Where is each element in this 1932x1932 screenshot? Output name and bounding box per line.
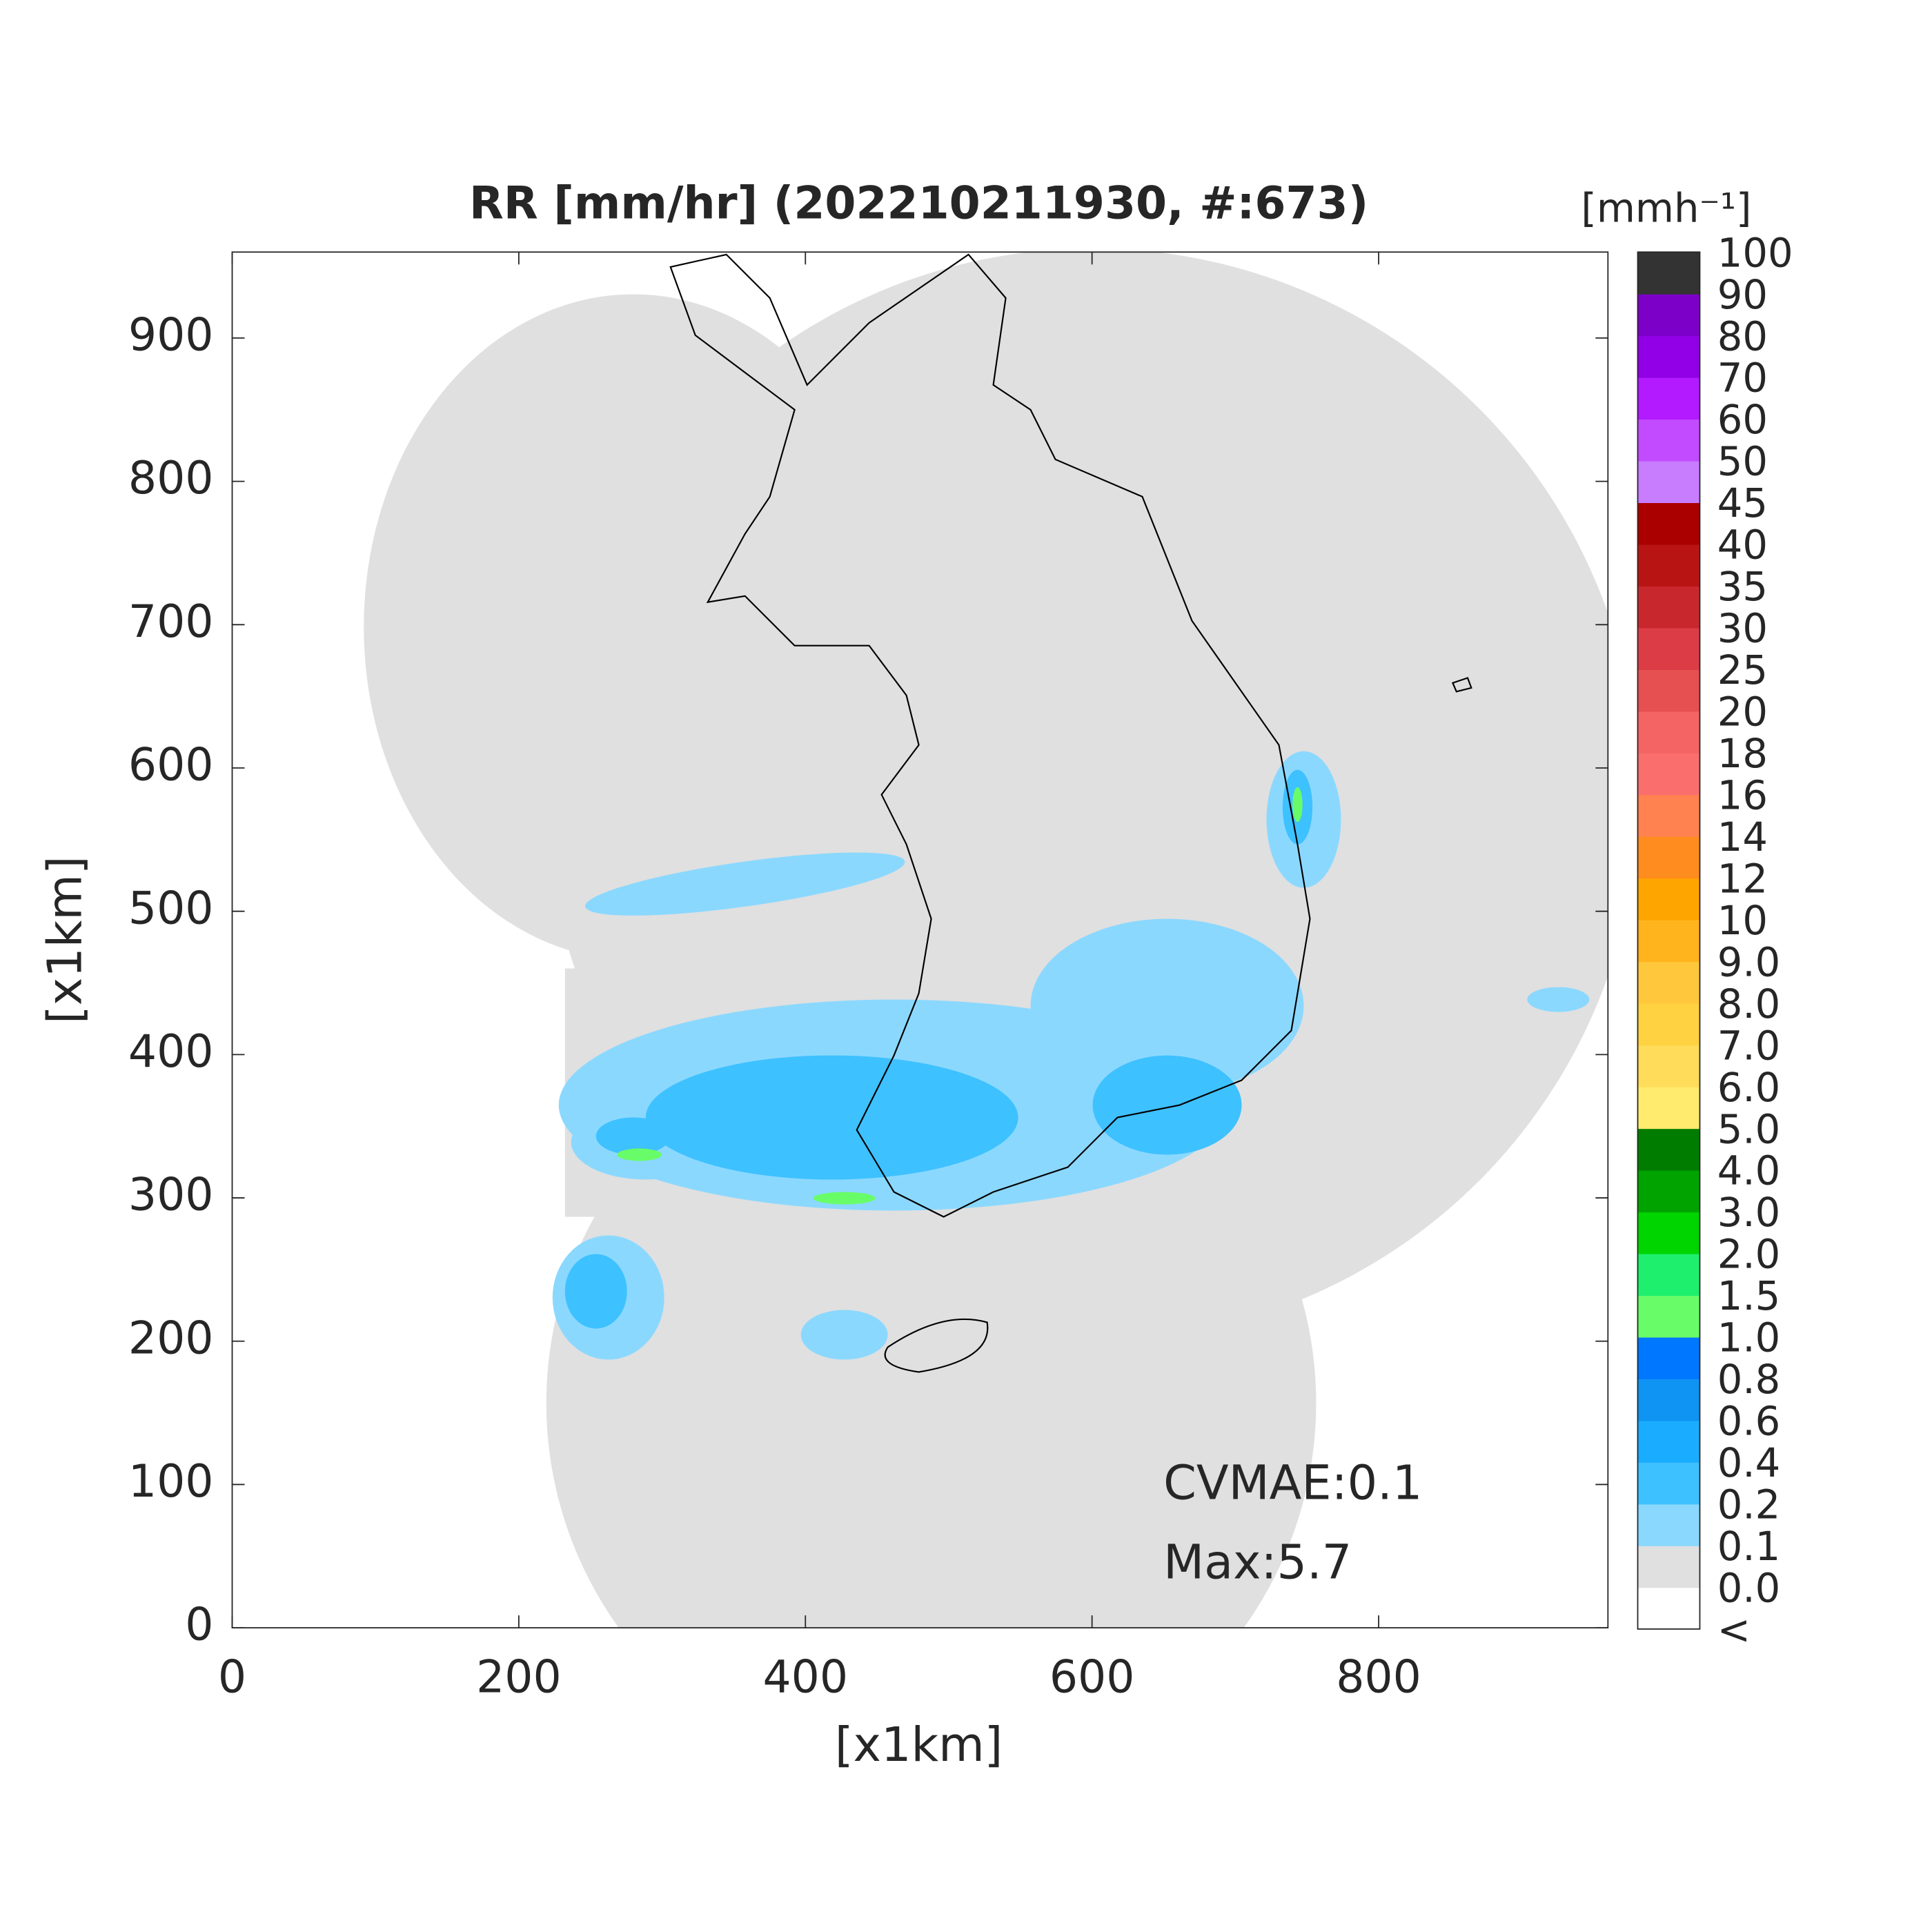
x-tick-label: 200 [476,1651,562,1703]
colorbar-bin [1637,1212,1700,1254]
colorbar-bin [1637,419,1700,462]
colorbar-label: 14 [1717,814,1768,860]
colorbar-bin [1637,502,1700,545]
colorbar-label: < [1717,1607,1751,1653]
colorbar-label: 5.0 [1717,1106,1781,1152]
colorbar-label: 12 [1717,856,1768,902]
colorbar-bin [1637,1295,1700,1338]
colorbar-bin [1637,1462,1700,1505]
colorbar-bin [1637,586,1700,629]
chart-title: RR [mm/hr] (202210211930, #:673) [469,177,1368,229]
colorbar-label: 1.5 [1717,1273,1781,1319]
colorbar-bin [1637,1420,1700,1463]
colorbar-label: 25 [1717,647,1768,693]
colorbar-bin [1637,1337,1700,1379]
colorbar-label: 6.0 [1717,1065,1781,1111]
colorbar-bin [1637,1128,1700,1171]
y-tick-label: 300 [128,1170,214,1221]
colorbar-title: [mmh⁻¹] [1581,186,1751,232]
y-tick-label: 600 [128,740,214,791]
colorbar-label: 35 [1717,564,1768,610]
colorbar-bin [1637,1003,1700,1046]
colorbar-label: 0.1 [1717,1524,1781,1570]
y-tick-label: 100 [128,1456,214,1508]
colorbar-frame [1637,251,1701,1630]
radar-field [364,252,1608,1628]
colorbar-bin [1637,1170,1700,1213]
x-tick-label: 800 [1336,1651,1421,1703]
y-axis-label: [x1km] [39,856,93,1024]
colorbar-bin [1637,1504,1700,1546]
y-tick-label: 500 [128,883,214,934]
colorbar-bin [1637,752,1700,796]
colorbar-label: 100 [1717,230,1793,276]
colorbar-label: 50 [1717,439,1768,485]
colorbar-bin [1637,335,1700,378]
y-tick-label: 0 [185,1599,213,1651]
colorbar-label: 0.6 [1717,1399,1781,1445]
colorbar-label: 4.0 [1717,1148,1781,1194]
colorbar-bin [1637,1587,1700,1630]
colorbar-label: 80 [1717,313,1768,359]
colorbar-bin [1637,836,1700,879]
x-tick-label: 600 [1049,1651,1135,1703]
colorbar-label: 0.4 [1717,1440,1781,1486]
y-tick-label: 400 [128,1026,214,1078]
colorbar-bin [1637,627,1700,670]
colorbar-bin [1637,878,1700,920]
annotation: CVMAE:0.1 [1163,1457,1422,1511]
colorbar-bin [1637,460,1700,504]
x-tick-label: 0 [218,1651,246,1703]
colorbar-bin [1637,919,1700,963]
colorbar-label: 3.0 [1717,1190,1781,1236]
colorbar-bin [1637,544,1700,586]
colorbar-bin [1637,961,1700,1004]
colorbar-label: 20 [1717,689,1768,736]
colorbar-label: 7.0 [1717,1023,1781,1069]
colorbar-label: 90 [1717,272,1768,318]
colorbar-label: 18 [1717,731,1768,777]
y-tick-label: 800 [128,453,214,504]
colorbar-label: 16 [1717,772,1768,818]
y-tick-label: 700 [128,596,214,648]
annotation: Max:5.7 [1163,1536,1352,1590]
colorbar-label: 9.0 [1717,939,1781,985]
colorbar-bin [1637,252,1700,295]
colorbar-bin [1637,1545,1700,1588]
colorbar-label: 10 [1717,898,1768,944]
colorbar-label: 8.0 [1717,981,1781,1027]
colorbar-bin [1637,1379,1700,1421]
colorbar-label: 40 [1717,522,1768,569]
colorbar-label: 30 [1717,606,1768,652]
colorbar-label: 70 [1717,355,1768,402]
rain-area [617,787,1303,1205]
colorbar-bin [1637,1045,1700,1087]
colorbar-label: 2.0 [1717,1232,1781,1278]
coastline [669,253,1472,1373]
colorbar-bin [1637,669,1700,712]
colorbar-bin [1637,711,1700,753]
colorbar-label: 0.0 [1717,1565,1781,1611]
colorbar-bin [1637,794,1700,837]
x-axis-label: [x1km] [835,1718,1003,1773]
colorbar-bin [1637,377,1700,420]
colorbar-label: 0.2 [1717,1482,1781,1528]
colorbar-label: 60 [1717,397,1768,443]
colorbar-label: 0.8 [1717,1357,1781,1403]
colorbar-bin [1637,293,1700,337]
colorbar-label: 45 [1717,480,1768,526]
y-tick-label: 900 [128,309,214,361]
plot-frame [231,251,1609,1629]
rain-area [564,769,1313,1329]
colorbar-bin [1637,1253,1700,1297]
x-tick-label: 400 [762,1651,848,1703]
colorbar-bin [1637,1086,1700,1130]
colorbar-label: 1.0 [1717,1315,1781,1361]
y-tick-label: 200 [128,1312,214,1364]
